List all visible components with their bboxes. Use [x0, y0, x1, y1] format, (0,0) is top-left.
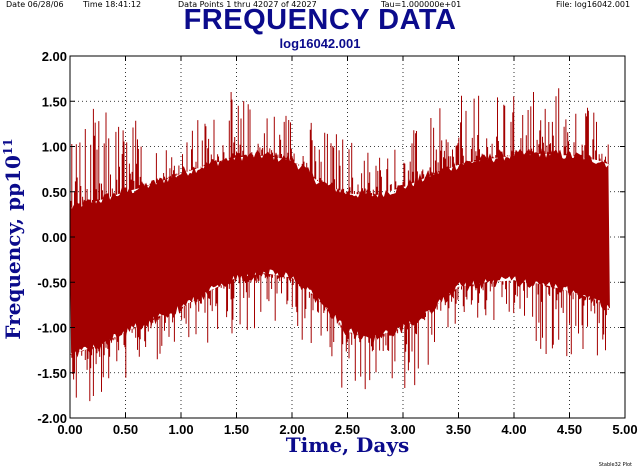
- y-axis-label-exponent: 11: [1, 138, 15, 155]
- y-axis-label: Frequency, pp1011: [1, 138, 25, 339]
- x-tick-label: 3.00: [390, 422, 415, 437]
- x-tick-label: 0.50: [113, 422, 138, 437]
- x-tick-label: 3.50: [446, 422, 471, 437]
- header-file: File: log16042.001: [556, 0, 631, 9]
- y-tick-label: -2.00: [37, 411, 67, 426]
- header-tau: Tau=1.000000e+01: [381, 0, 462, 9]
- y-tick-label: 1.50: [42, 94, 67, 109]
- frequency-trace-body: [69, 148, 610, 360]
- x-tick-label: 5.00: [612, 422, 637, 437]
- header-date-value: 06/28/06: [27, 0, 64, 9]
- frequency-trace-group: [69, 88, 610, 402]
- y-tick-label: -1.00: [37, 321, 67, 336]
- y-axis-label-base: Frequency, pp10: [1, 155, 25, 340]
- header-time: Time 18:41:12: [83, 0, 141, 9]
- chart-subtitle: log16042.001: [279, 36, 361, 51]
- x-axis-label: Time, Days: [286, 433, 409, 457]
- chart-title: FREQUENCY DATA: [183, 4, 457, 36]
- header-time-value: 18:41:12: [105, 0, 142, 9]
- header-time-label: Time: [83, 0, 103, 9]
- x-tick-label: 4.50: [557, 422, 582, 437]
- y-tick-label: -1.50: [37, 366, 67, 381]
- y-tick-label: 2.00: [42, 49, 67, 64]
- plot-credit: Stable32 Plot: [598, 462, 632, 468]
- x-tick-label: 2.50: [335, 422, 360, 437]
- x-tick-label: 4.00: [501, 422, 526, 437]
- x-tick-label: 1.00: [168, 422, 193, 437]
- y-tick-label: 0.00: [42, 230, 67, 245]
- chart-ticks: 0.00 0.50 1.00 1.50 2.00 2.50 3.00 3.50 4.00 4.50…: [37, 49, 637, 437]
- header-points: Data Points 1 thru 42027 of 42027: [178, 0, 317, 9]
- x-tick-label: 1.50: [224, 422, 249, 437]
- header-date: Date 06/28/06: [6, 0, 64, 9]
- y-tick-label: -0.50: [37, 275, 67, 290]
- x-tick-label: 0.00: [57, 422, 82, 437]
- y-tick-label: 0.50: [42, 185, 67, 200]
- y-tick-label: 1.00: [42, 140, 67, 155]
- header-date-label: Date: [6, 0, 26, 9]
- x-tick-label: 2.00: [279, 422, 304, 437]
